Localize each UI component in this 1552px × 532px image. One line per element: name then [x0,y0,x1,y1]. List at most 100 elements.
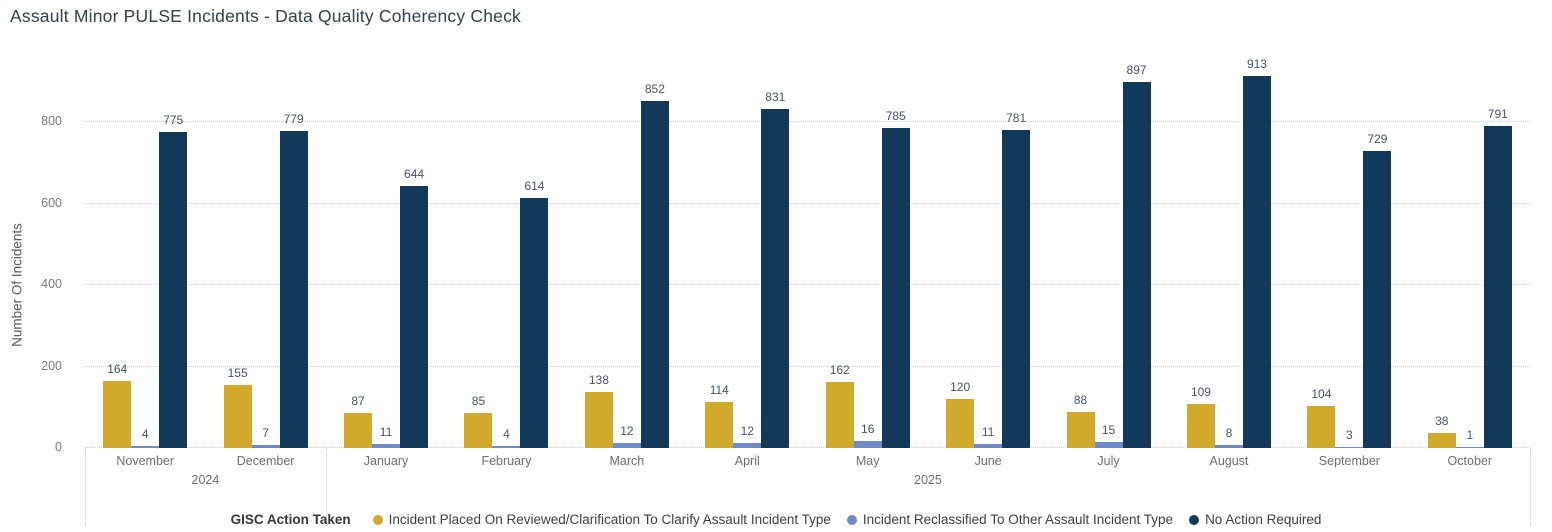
year-label-2024: 2024 [191,473,220,487]
bar-series2-august[interactable] [1214,444,1243,448]
value-label-february-series2: 4 [503,427,510,442]
bar-series1-may[interactable] [825,382,854,448]
bar-series3-january[interactable] [400,185,429,448]
legend-item-label: Incident Reclassified To Other Assault I… [862,512,1174,527]
value-label-february-series3: 614 [524,178,545,193]
legend-swatch-icon [846,514,857,525]
bar-series3-september[interactable] [1363,150,1392,448]
value-label-november-series1: 164 [107,362,128,377]
bar-series2-december[interactable] [251,445,280,448]
value-label-october-series2: 1 [1466,427,1474,442]
bar-series1-september[interactable] [1307,405,1336,448]
value-label-april-series2: 12 [740,424,754,439]
year-group-separator [85,448,86,526]
value-label-july-series3: 897 [1126,63,1147,78]
value-label-june-series3: 781 [1006,110,1027,125]
plot-area: 164 4 775 155 7 779 87 11 644 85 4 614 138 12 852 114 12… [85,55,1530,448]
bar-series3-november[interactable] [159,132,188,448]
x-axis-label-april: April [734,454,760,468]
x-axis-label-march: March [609,454,645,468]
year-group-separator [1530,448,1531,526]
value-label-september-series3: 729 [1367,131,1388,146]
bar-series2-september[interactable] [1335,446,1364,448]
bar-series2-march[interactable] [612,443,641,448]
bar-series1-november[interactable] [103,381,132,448]
value-label-january-series1: 87 [351,393,365,408]
bar-series2-june[interactable] [974,443,1003,448]
value-label-june-series1: 120 [950,380,971,395]
legend-title: GISC Action Taken [230,512,351,527]
bar-series3-july[interactable] [1122,82,1151,448]
y-tick-label-200: 200 [41,358,62,373]
bar-series2-april[interactable] [733,443,762,448]
gridline-y-800 [85,121,1530,122]
page-title: Assault Minor PULSE Incidents - Data Qua… [10,6,521,26]
gridline-y-600 [85,202,1530,204]
legend-item-series1[interactable]: Incident Placed On Reviewed/Clarificatio… [372,512,831,527]
value-label-april-series1: 114 [709,382,729,397]
bar-series2-february[interactable] [492,446,521,448]
bar-series2-january[interactable] [372,443,401,448]
bar-series1-october[interactable] [1427,432,1456,448]
year-label-2025: 2025 [914,473,942,487]
x-axis-label-january: January [363,454,409,468]
gridline-y-200 [85,365,1530,367]
bar-series1-february[interactable] [464,413,493,448]
bar-series3-february[interactable] [520,197,549,448]
x-axis-label-december: December [236,454,295,468]
y-tick-label-0: 0 [55,440,62,454]
y-tick-label-400: 400 [41,277,62,291]
x-axis-label-july: July [1097,454,1120,468]
bar-series1-march[interactable] [584,391,613,448]
value-label-january-series2: 11 [379,424,393,439]
y-tick-label-800: 800 [41,114,62,128]
value-label-december-series1: 155 [227,365,248,380]
bar-series3-april[interactable] [761,109,790,448]
legend-item-series2[interactable]: Incident Reclassified To Other Assault I… [846,512,1174,527]
value-label-may-series2: 16 [861,422,875,437]
bar-series2-october[interactable] [1455,446,1484,448]
bar-series2-may[interactable] [853,441,882,448]
value-label-march-series1: 138 [588,372,609,387]
value-label-august-series2: 8 [1225,425,1233,440]
bar-series1-january[interactable] [344,412,373,448]
legend: GISC Action Taken Incident Placed On Rev… [0,512,1552,527]
bar-series3-march[interactable] [640,100,669,448]
bar-series1-june[interactable] [946,399,975,448]
value-label-march-series3: 852 [644,81,665,96]
value-label-october-series1: 38 [1435,413,1449,428]
x-axis-label-august: August [1209,454,1249,468]
bar-series1-august[interactable] [1186,403,1215,448]
bar-series3-june[interactable] [1002,129,1031,448]
value-label-december-series2: 7 [262,426,269,441]
value-label-november-series3: 775 [163,113,184,128]
bar-series3-october[interactable] [1483,125,1512,448]
bar-series3-august[interactable] [1242,75,1271,448]
value-label-november-series2: 4 [141,427,149,442]
value-label-may-series1: 162 [829,363,850,377]
legend-item-series3[interactable]: No Action Required [1189,512,1321,527]
x-axis-label-october: October [1447,454,1493,468]
bar-series3-may[interactable] [881,128,910,448]
bar-series1-december[interactable] [223,384,252,448]
bar-series1-april[interactable] [705,401,734,448]
legend-swatch-icon [372,514,383,525]
x-axis-label-september: September [1318,454,1380,468]
legend-swatch-icon [1189,514,1200,525]
value-label-march-series2: 12 [620,424,634,439]
x-axis-label-november: November [116,454,175,468]
x-axis-label-february: February [481,454,532,468]
bar-series2-november[interactable] [131,446,160,448]
bar-series3-december[interactable] [279,130,308,448]
value-label-october-series3: 791 [1487,106,1508,121]
legend-item-label: Incident Placed On Reviewed/Clarificatio… [388,512,831,527]
bar-series1-july[interactable] [1066,412,1095,448]
value-label-august-series3: 913 [1246,56,1267,71]
value-label-september-series2: 3 [1346,427,1353,442]
gridline-y-400 [85,284,1530,285]
value-label-january-series3: 644 [404,166,425,181]
value-label-december-series3: 779 [283,111,304,126]
x-axis-label-june: June [974,454,1002,468]
bar-series2-july[interactable] [1094,441,1123,448]
